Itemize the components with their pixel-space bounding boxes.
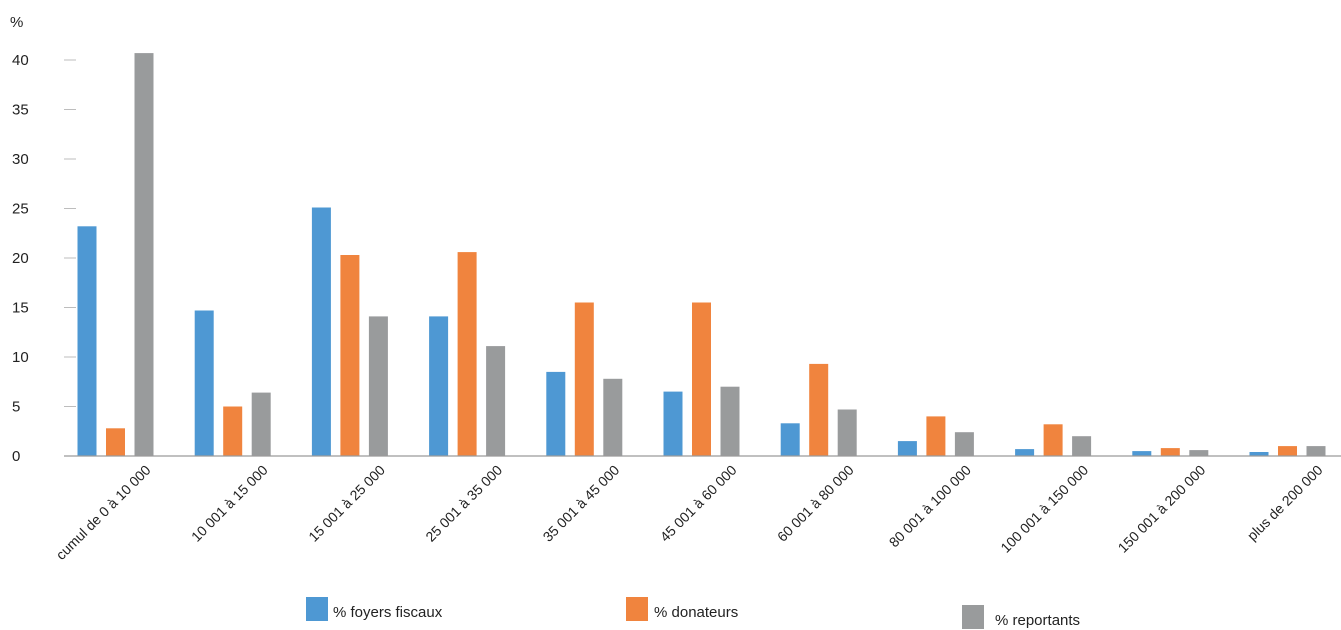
legend-swatch-reportants (962, 605, 984, 629)
legend: % foyers fiscaux % donateurs % reportants (306, 597, 1080, 629)
y-tick-label: 25 (12, 201, 29, 218)
bar-foyers-fiscaux-25-001-a-35-000 (429, 316, 449, 456)
bar-reportants-10-001-a-15-000 (251, 392, 271, 456)
bar-donateurs-cumul-de-0-a-10-000 (106, 428, 125, 456)
y-tick-label: 40 (12, 52, 29, 69)
x-tick-label-100-001-a-150-000: 100 001 à 150 000 (997, 462, 1091, 556)
y-tick-label: 5 (12, 399, 20, 416)
x-tick-label-35-001-a-45-000: 35 001 à 45 000 (540, 462, 623, 545)
x-tick-label-25-001-a-35-000: 25 001 à 35 000 (422, 462, 505, 545)
bar-foyers-fiscaux-60-001-a-80-000 (780, 423, 800, 456)
bar-donateurs-100-001-a-150-000 (1043, 424, 1063, 456)
y-tick-label: 0 (12, 448, 20, 465)
bar-foyers-fiscaux-plus-de-200-000 (1249, 452, 1269, 456)
legend-label-reportants: % reportants (995, 612, 1080, 629)
x-tick-label-60-001-a-80-000: 60 001 à 80 000 (774, 462, 857, 545)
legend-label-donateurs: % donateurs (654, 604, 738, 621)
bar-reportants-60-001-a-80-000 (837, 409, 857, 456)
bar-reportants-35-001-a-45-000 (603, 378, 623, 456)
bar-foyers-fiscaux-100-001-a-150-000 (1015, 449, 1035, 456)
x-tick-label-10-001-a-15-000: 10 001 à 15 000 (188, 462, 271, 545)
bar-donateurs-15-001-a-25-000 (340, 255, 360, 456)
bar-reportants-plus-de-200-000 (1306, 446, 1326, 456)
y-axis-unit-label: % (10, 14, 23, 31)
y-tick-label: 30 (12, 151, 29, 168)
bar-donateurs-150-001-a-200-000 (1160, 448, 1180, 456)
y-tick-label: 35 (12, 102, 29, 119)
bar-donateurs-45-001-a-60-000 (692, 302, 711, 456)
x-tick-label-plus-de-200-000: plus de 200 000 (1244, 462, 1326, 544)
bars (77, 53, 1326, 456)
y-tick-label: 15 (12, 300, 29, 317)
bar-reportants-150-001-a-200-000 (1189, 450, 1209, 456)
bar-foyers-fiscaux-35-001-a-45-000 (546, 371, 566, 456)
y-tick-label: 10 (12, 349, 29, 366)
bar-donateurs-80-001-a-100-000 (926, 416, 946, 456)
x-tick-label-cumul-de-0-a-10-000: cumul de 0 à 10 000 (53, 462, 154, 563)
bar-reportants-25-001-a-35-000 (486, 346, 506, 456)
bar-foyers-fiscaux-cumul-de-0-a-10-000 (77, 226, 97, 456)
bar-reportants-100-001-a-150-000 (1072, 436, 1092, 456)
bar-reportants-45-001-a-60-000 (720, 386, 740, 456)
x-tick-label-45-001-a-60-000: 45 001 à 60 000 (657, 462, 740, 545)
x-tick-label-15-001-a-25-000: 15 001 à 25 000 (305, 462, 388, 545)
bar-foyers-fiscaux-45-001-a-60-000 (663, 391, 683, 456)
y-axis: 0 5 10 15 20 25 30 35 40 (12, 52, 76, 465)
bar-foyers-fiscaux-10-001-a-15-000 (194, 310, 214, 456)
bar-foyers-fiscaux-80-001-a-100-000 (897, 441, 917, 456)
bar-reportants-cumul-de-0-a-10-000 (134, 53, 154, 456)
x-tick-label-150-001-a-200-000: 150 001 à 200 000 (1115, 462, 1209, 556)
bar-donateurs-60-001-a-80-000 (809, 363, 829, 456)
x-tick-label-80-001-a-100-000: 80 001 à 100 000 (886, 462, 975, 551)
y-tick-label: 20 (12, 250, 29, 267)
legend-swatch-donateurs (626, 597, 648, 621)
bar-reportants-80-001-a-100-000 (954, 432, 974, 456)
bar-donateurs-10-001-a-15-000 (223, 406, 243, 456)
bar-donateurs-plus-de-200-000 (1278, 446, 1297, 456)
bar-foyers-fiscaux-150-001-a-200-000 (1132, 451, 1152, 456)
bar-donateurs-35-001-a-45-000 (574, 302, 594, 456)
legend-swatch-foyers-fiscaux (306, 597, 328, 621)
bar-reportants-15-001-a-25-000 (368, 316, 388, 456)
x-axis-tick-labels: cumul de 0 à 10 000 10 001 à 15 000 15 001… (53, 462, 1326, 563)
legend-label-foyers-fiscaux: % foyers fiscaux (333, 604, 443, 621)
bar-foyers-fiscaux-15-001-a-25-000 (311, 207, 331, 456)
bar-donateurs-25-001-a-35-000 (457, 252, 477, 456)
